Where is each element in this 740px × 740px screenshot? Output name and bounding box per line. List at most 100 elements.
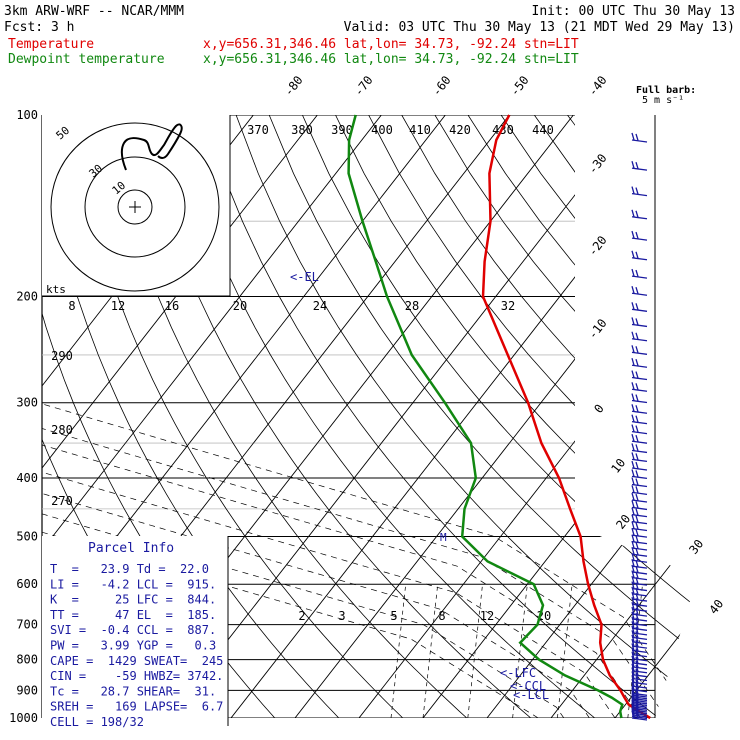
parcel-info-title: Parcel Info <box>88 541 174 556</box>
dry-adiabat <box>335 115 695 718</box>
parcel-info-row: SREH = 169 LAPSE= 6.7 <box>50 700 223 714</box>
wind-barb <box>631 710 648 721</box>
wind-barb <box>631 643 648 654</box>
dry-adiabat <box>302 115 695 718</box>
wind-barb <box>631 230 648 241</box>
theta-label: 420 <box>449 123 471 137</box>
isotherm-label: 10 <box>608 456 628 476</box>
dry-adiabat <box>268 115 695 718</box>
dry-adiabat <box>368 115 695 718</box>
init-time: Init: 00 UTC Thu 30 May 13 <box>532 4 736 19</box>
theta-label: 380 <box>291 123 313 137</box>
dry-adiabat <box>700 115 740 731</box>
wind-barb <box>631 527 648 538</box>
isotherm-label: 40 <box>706 597 726 617</box>
parcel-info-row: T = 23.9 Td = 22.0 <box>50 562 209 576</box>
isotherm--20 <box>348 115 695 718</box>
theta-label: 430 <box>492 123 514 137</box>
isotherm-label: -50 <box>507 73 531 99</box>
dry-adiabat <box>666 115 695 718</box>
wind-barb <box>631 682 648 693</box>
wind-barb <box>631 268 648 279</box>
isotherm-label: -40 <box>585 73 609 99</box>
isotherm--10 <box>412 115 695 718</box>
wind-barb <box>631 521 648 532</box>
moist-adiabat <box>42 296 616 718</box>
speed-tick-label: 20 <box>233 299 247 313</box>
parcel-info-row: CIN = -59 HWBZ= 3742. <box>50 669 223 683</box>
hodograph-ring-10 <box>117 189 153 225</box>
wind-barb <box>631 564 648 575</box>
mixing-ratio-label: 8 <box>438 609 445 623</box>
parcel-info-row: Tc = 28.7 SHEAR= 31. <box>50 684 216 698</box>
dry-adiabat <box>633 115 695 718</box>
wind-barb <box>631 492 648 503</box>
hodograph-trace <box>120 123 183 171</box>
wind-barb <box>631 186 648 197</box>
parcel-info-row: CELL = 198/32 <box>50 715 144 729</box>
isotherm-label: -80 <box>281 73 305 99</box>
wind-barb <box>631 345 648 355</box>
wind-barb <box>631 382 648 392</box>
moist-adiabat <box>42 296 693 718</box>
moist-adiabat <box>42 296 667 718</box>
speed-tick-label: 12 <box>111 299 125 313</box>
isotherm-label: 30 <box>686 537 706 557</box>
wind-barb <box>631 507 648 518</box>
isotherm-40 <box>733 102 740 731</box>
el-marker: <-EL <box>290 270 319 284</box>
isotherm-20 <box>604 115 695 718</box>
wind-barb <box>631 414 648 425</box>
dry-adiabat <box>202 115 677 718</box>
parcel-info-row: CAPE = 1429 SWEAT= 245 <box>50 654 223 668</box>
isotherm-label: -20 <box>585 233 609 259</box>
isotherm--30 <box>284 115 695 718</box>
theta-e-label: 280 <box>51 423 73 437</box>
mixing-ratio-label: 2 <box>298 609 305 623</box>
wind-barb <box>631 469 648 480</box>
wind-barb <box>631 286 648 296</box>
isotherm-label: -10 <box>585 316 609 342</box>
theta-e-label: 270 <box>51 494 73 508</box>
mixing-ratio-line <box>422 584 439 718</box>
wind-barb <box>631 553 648 563</box>
dry-adiabat <box>500 115 695 718</box>
theta-label: 410 <box>409 123 431 137</box>
full-barb-units: 5 m s⁻¹ <box>642 95 684 106</box>
wind-barb <box>631 659 648 670</box>
wind-barb <box>631 500 648 511</box>
theta-label: 440 <box>532 123 554 137</box>
wind-barb <box>631 647 648 658</box>
pressure-label-1000: 1000 <box>9 711 38 725</box>
mixing-ratio-line <box>557 584 573 718</box>
parcel-info-row: SVI = -0.4 CCL = 887. <box>50 623 216 637</box>
wind-barb <box>631 596 648 607</box>
wind-barb <box>631 547 648 557</box>
wind-barb <box>631 616 648 627</box>
parcel-info-row: TT = 47 EL = 185. <box>50 608 216 622</box>
wind-barb <box>631 634 648 645</box>
isotherm-label: -60 <box>429 73 453 99</box>
wind-barb <box>631 393 648 404</box>
hodograph-kts-label: kts <box>46 283 66 296</box>
valid-time: Valid: 03 UTC Thu 30 May 13 (21 MDT Wed … <box>344 20 735 35</box>
pressure-label-700: 700 <box>16 618 38 632</box>
temperature-legend-info: x,y=656.31,346.46 lat,lon= 34.73, -92.24… <box>203 37 579 52</box>
theta-e-label: 290 <box>51 349 73 363</box>
mixing-ratio-label: 12 <box>480 609 494 623</box>
wind-barb <box>631 602 648 612</box>
wind-barb <box>631 638 648 649</box>
mixing-ratio-line <box>390 584 407 718</box>
dry-adiabat <box>235 115 695 718</box>
wind-barb <box>631 630 648 641</box>
wind-barb <box>631 514 648 525</box>
wind-barb <box>631 663 648 674</box>
theta-label: 390 <box>331 123 353 137</box>
hodograph-ring-30 <box>84 156 186 258</box>
speed-tick-label: 24 <box>313 299 327 313</box>
pressure-label-500: 500 <box>16 529 38 543</box>
dry-adiabat <box>567 115 695 718</box>
dewpoint-legend-label: Dewpoint temperature <box>8 52 165 67</box>
wind-barb <box>631 558 648 569</box>
wind-barb <box>631 675 648 685</box>
